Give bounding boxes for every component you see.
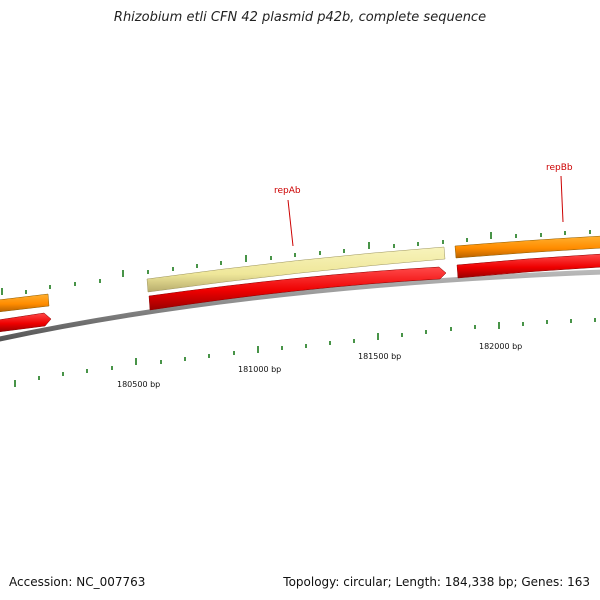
forward-gene-repbb[interactable]: [454, 235, 600, 259]
forward-gene-repab[interactable]: [146, 246, 446, 293]
reverse-gene-repbb[interactable]: [456, 253, 600, 279]
gene-label-repab[interactable]: repAb: [274, 186, 301, 196]
reverse-gene-left[interactable]: [0, 312, 52, 332]
label-leader-repab: [287, 199, 294, 247]
gene-label-repbb[interactable]: repBb: [546, 163, 573, 173]
summary-text: Topology: circular; Length: 184,338 bp; …: [283, 575, 590, 589]
outer-ticks: [1, 230, 591, 295]
scale-label-181000: 181000 bp: [238, 365, 281, 374]
inner-ticks: [14, 318, 596, 387]
scale-label-181500: 181500 bp: [358, 352, 401, 361]
scale-label-182000: 182000 bp: [479, 342, 522, 351]
reverse-gene-repab[interactable]: [148, 266, 447, 311]
backbone-circle: [0, 269, 600, 342]
page-title: Rhizobium etli CFN 42 plasmid p42b, comp…: [113, 10, 487, 25]
accession-text: Accession: NC_007763: [9, 575, 146, 589]
forward-gene-left[interactable]: [0, 293, 50, 313]
scale-label-180500: 180500 bp: [117, 380, 160, 389]
label-leader-repbb: [560, 175, 564, 223]
